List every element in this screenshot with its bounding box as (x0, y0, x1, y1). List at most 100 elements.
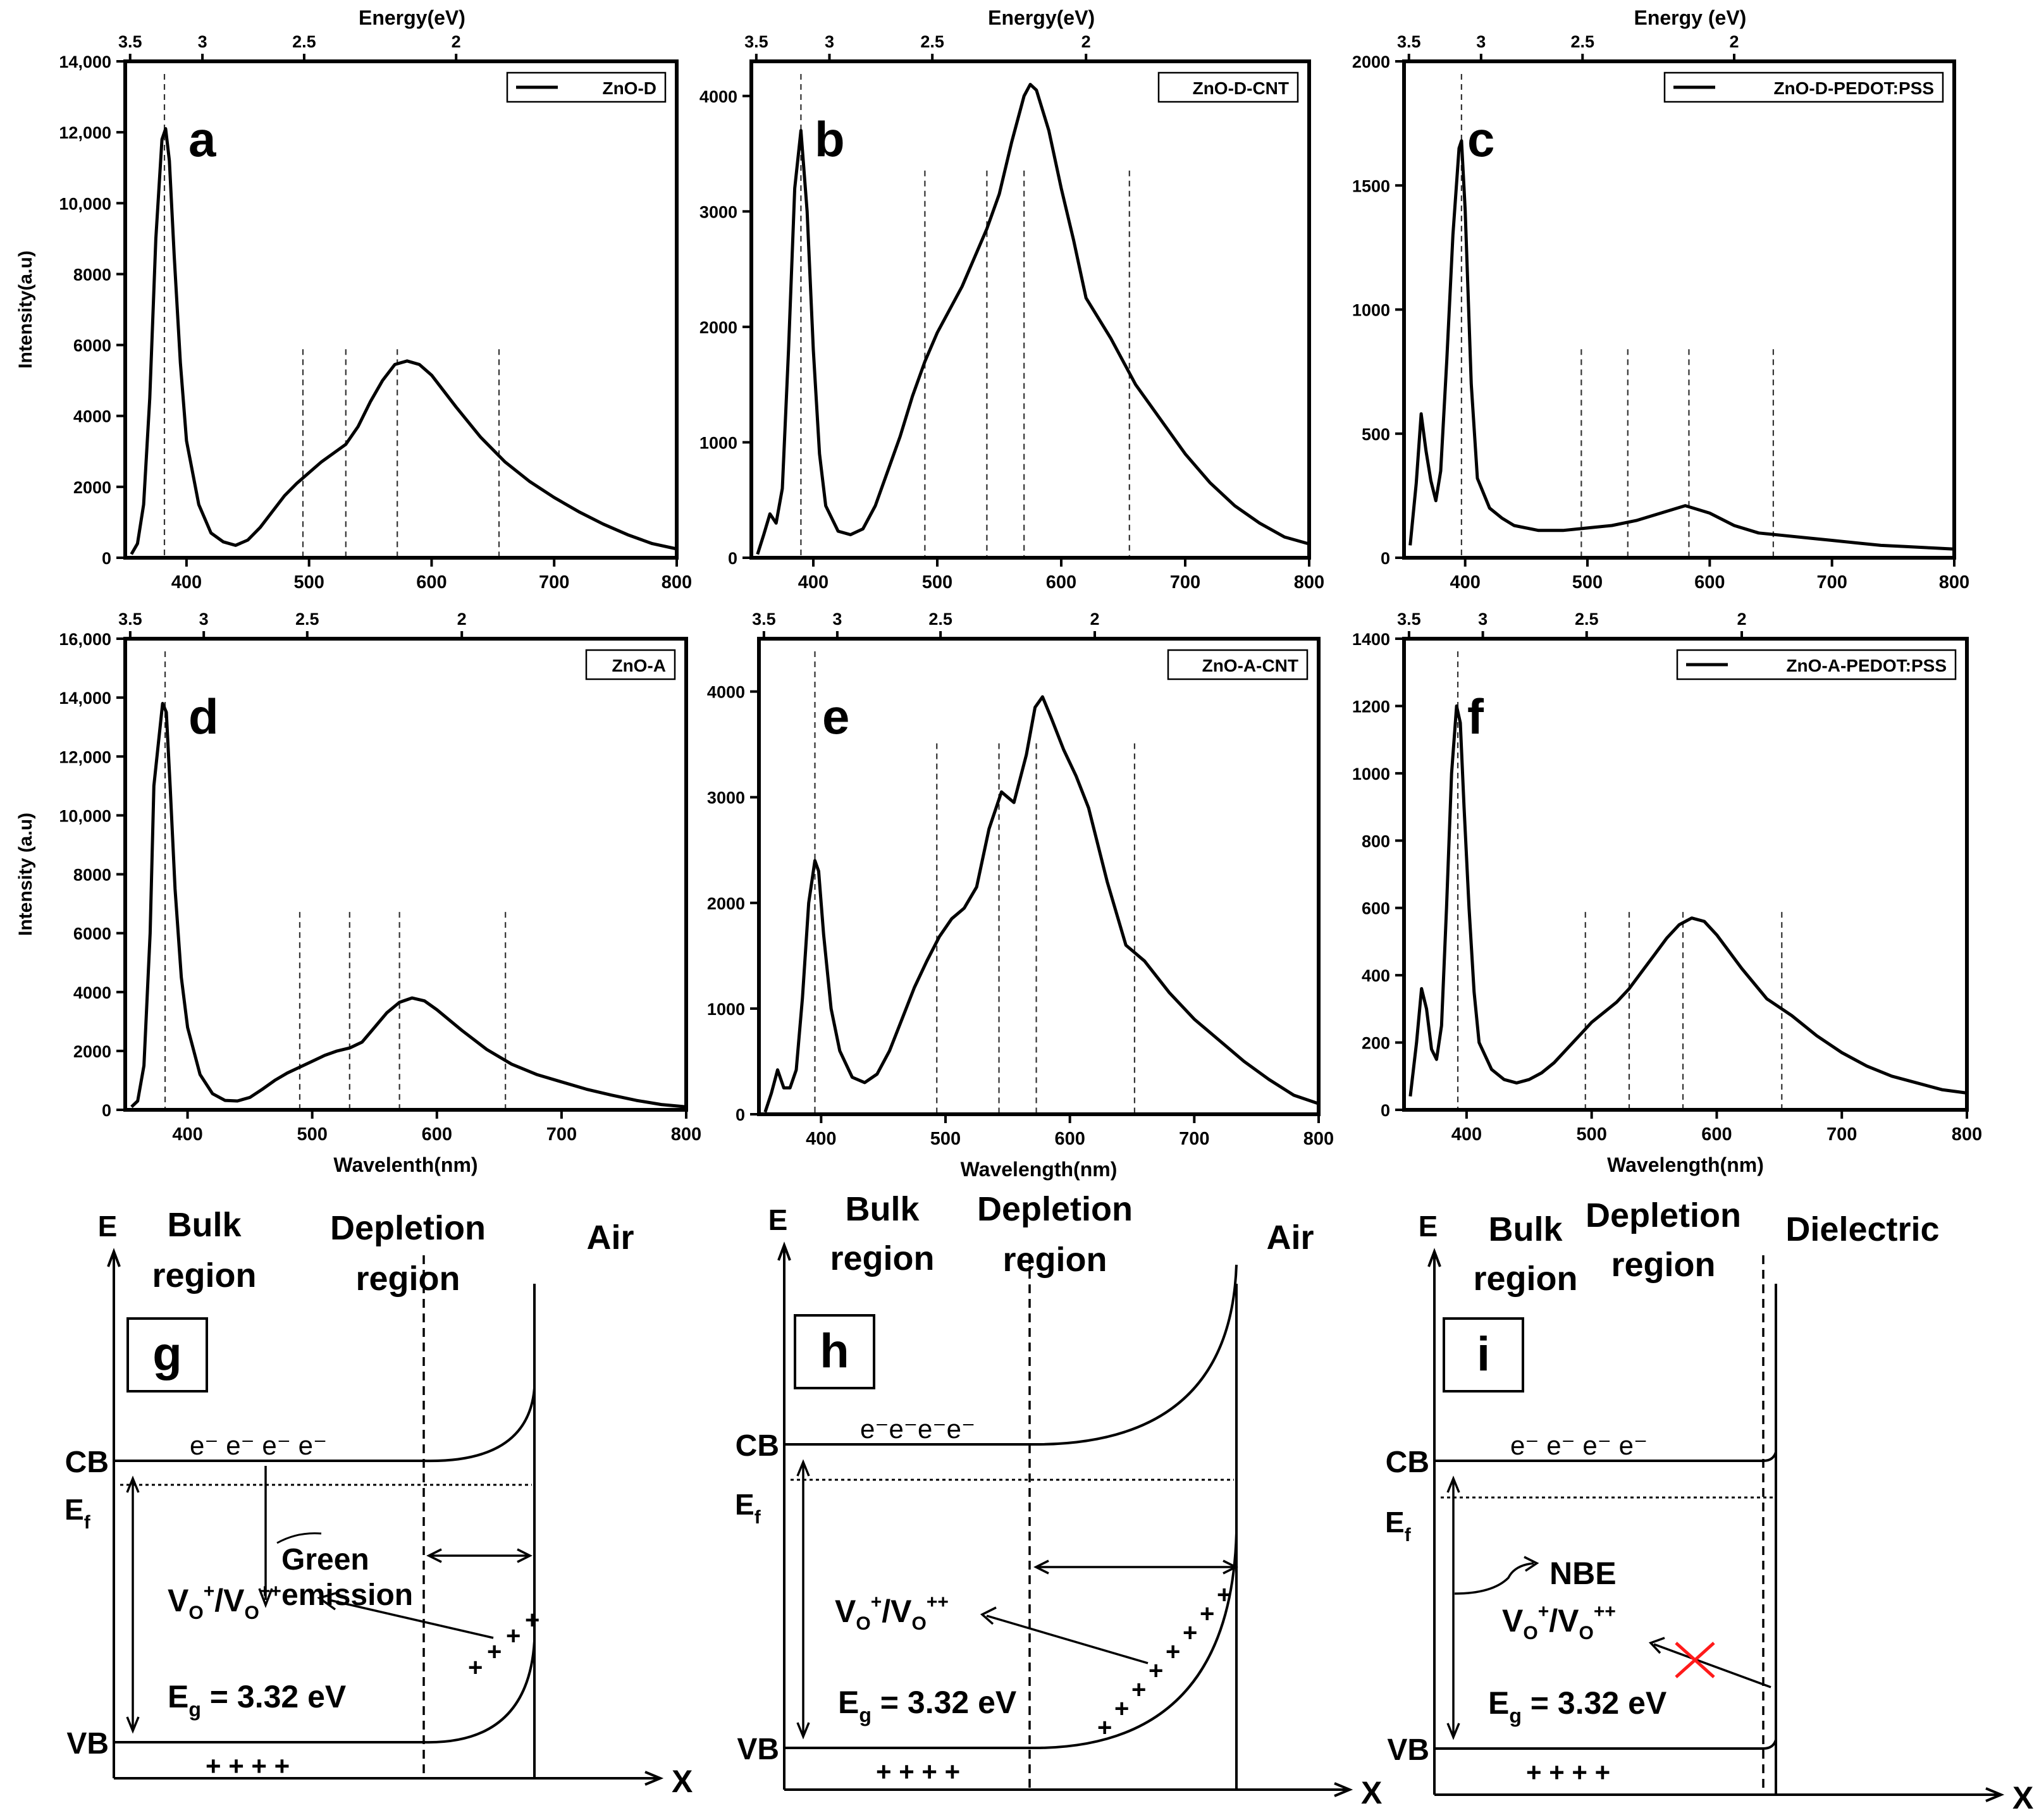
x-axis-label: Wavelength(nm) (1607, 1153, 1764, 1176)
y-tick-label: 1500 (1352, 176, 1390, 195)
conduction-band (784, 1264, 1238, 1446)
nbe-label: NBE (1549, 1556, 1617, 1591)
x-tick-label: 800 (1952, 1124, 1982, 1145)
y-tick-label: 4000 (73, 983, 111, 1002)
y-tick-label: 3000 (699, 202, 737, 221)
panel-f: 400 500 600 700 800 0 200 400 600 800 1000 1200 1400… (1352, 610, 1982, 1176)
bandgap-arrowhead (1446, 1723, 1460, 1740)
y-tick-label: 0 (1381, 1101, 1390, 1120)
emission-label-1: Green (281, 1543, 369, 1577)
y-axis-label: Intensity(a.u) (15, 250, 36, 369)
fermi-label: Ef (735, 1488, 761, 1528)
vacancy-plus1: + (204, 1581, 215, 1602)
energy-tick-label: 3.5 (1397, 32, 1421, 51)
y-tick-label: 4000 (699, 87, 737, 106)
y-tick-label: 600 (1362, 899, 1390, 918)
panel-d: 400 500 600 700 8000200040006000800010,00012… (15, 610, 701, 1176)
position-axis-label: X (2012, 1780, 2033, 1816)
holes: + + + + (1526, 1757, 1610, 1787)
x-tick-label: 800 (662, 572, 692, 593)
region-label: Air (586, 1219, 634, 1257)
panel-letter-box (1443, 1317, 1524, 1393)
x-tick-label: 500 (922, 572, 952, 593)
cb-label: CB (736, 1429, 779, 1463)
energy-tick-label: 3 (199, 610, 209, 629)
y-tick-label: 4000 (707, 683, 745, 702)
vacancy-plus1: + (871, 1592, 882, 1613)
energy-tick-label: 2 (1090, 610, 1099, 629)
y-tick-label: 3000 (707, 789, 745, 808)
x-tick-label: 600 (1054, 1129, 1085, 1149)
y-tick-label: 0 (1381, 549, 1390, 568)
legend-box (1157, 71, 1299, 103)
bandgap-sub: g (188, 1698, 201, 1721)
energy-tick-label: 3 (832, 610, 842, 629)
bandgap-value: = 3.32 eV (872, 1685, 1017, 1720)
energy-tick-label: 2 (1081, 32, 1091, 51)
energy-axis-arrow (1427, 1248, 1441, 1267)
panel-e: 400 500 600 700 800 0 1000 2000 3000 4000 3.5 3 2.5 2… (707, 610, 1334, 1181)
x-tick-label: 600 (422, 1124, 452, 1145)
y-axis-label: Intensity (a.u) (15, 813, 36, 936)
region-label: Bulk (845, 1190, 920, 1228)
spectra-panels: 400 500 600 700 8000200040006000800010,00012… (15, 6, 1982, 1181)
vb-label: VB (66, 1727, 109, 1761)
emission-wave (276, 1532, 322, 1544)
surface-hole: + (487, 1638, 502, 1666)
vacancy-slash: / (1549, 1603, 1558, 1639)
electrons: e⁻ e⁻ e⁻ e⁻ (1510, 1430, 1648, 1460)
depletion-width-arrowheads (1033, 1559, 1238, 1575)
energy-axis-title: Energy (eV) (1634, 6, 1746, 29)
hole-transfer-arrow (328, 1599, 494, 1639)
nbe-arrowhead (1524, 1556, 1539, 1572)
y-tick-label: 2000 (707, 894, 745, 913)
emission-label-2: emission (281, 1578, 413, 1612)
energy-tick-label: 2 (1737, 610, 1746, 629)
bandgap-value: = 3.32 eV (201, 1679, 347, 1714)
region-label: Depletion (1586, 1196, 1741, 1234)
y-tick-label: 0 (102, 549, 111, 568)
y-tick-label: 1000 (1352, 301, 1390, 320)
region-label: Bulk (167, 1206, 242, 1244)
y-tick-label: 12,000 (59, 123, 111, 142)
hole-transfer-arrow (986, 1614, 1149, 1664)
x-tick-label: 400 (806, 1129, 836, 1149)
surface-hole: + (468, 1654, 483, 1682)
region-label: region (355, 1260, 460, 1298)
surface-hole: + (1131, 1676, 1146, 1704)
y-tick-label: 6000 (73, 336, 111, 355)
legend-label: ZnO-D-PEDOT:PSS (1773, 78, 1934, 98)
vacancy-label: VO+/VO++ (168, 1581, 281, 1623)
y-tick-label: 200 (1362, 1034, 1390, 1053)
panel-letter: d (188, 689, 219, 744)
surface-hole: + (1114, 1695, 1129, 1723)
bandgap-sub: g (859, 1704, 872, 1726)
y-tick-label: 6000 (73, 925, 111, 944)
y-tick-label: 800 (1362, 832, 1390, 851)
x-tick-label: 500 (1572, 572, 1603, 593)
position-axis-arrow (644, 1771, 664, 1786)
vacancy-plus1: + (1538, 1601, 1549, 1622)
vacancy-O1: O (1523, 1623, 1537, 1644)
energy-tick-label: 3 (1478, 610, 1488, 629)
fermi-label-sub: f (84, 1512, 91, 1533)
y-tick-label: 4000 (73, 407, 111, 426)
x-tick-label: 700 (1170, 572, 1200, 593)
y-tick-label: 2000 (73, 478, 111, 497)
bandgap-sub: g (1509, 1704, 1522, 1727)
position-axis-label: X (672, 1764, 693, 1799)
panel-letter-box (126, 1317, 208, 1393)
vacancy-V2: V (890, 1594, 912, 1629)
energy-tick-label: 2 (452, 32, 461, 51)
nbe-arrow (1454, 1562, 1534, 1595)
x-tick-label: 600 (1701, 1124, 1732, 1145)
panel-letter: a (188, 111, 216, 167)
x-axis-label: Wavelenth(nm) (333, 1153, 477, 1176)
panel-letter-box (794, 1314, 875, 1389)
energy-tick-label: 3.5 (752, 610, 776, 629)
vacancy-label: VO+/VO++ (835, 1592, 949, 1634)
energy-axis-title: Energy(eV) (359, 6, 465, 29)
region-label: region (1611, 1246, 1715, 1284)
vacancy-V2: V (1558, 1603, 1579, 1639)
